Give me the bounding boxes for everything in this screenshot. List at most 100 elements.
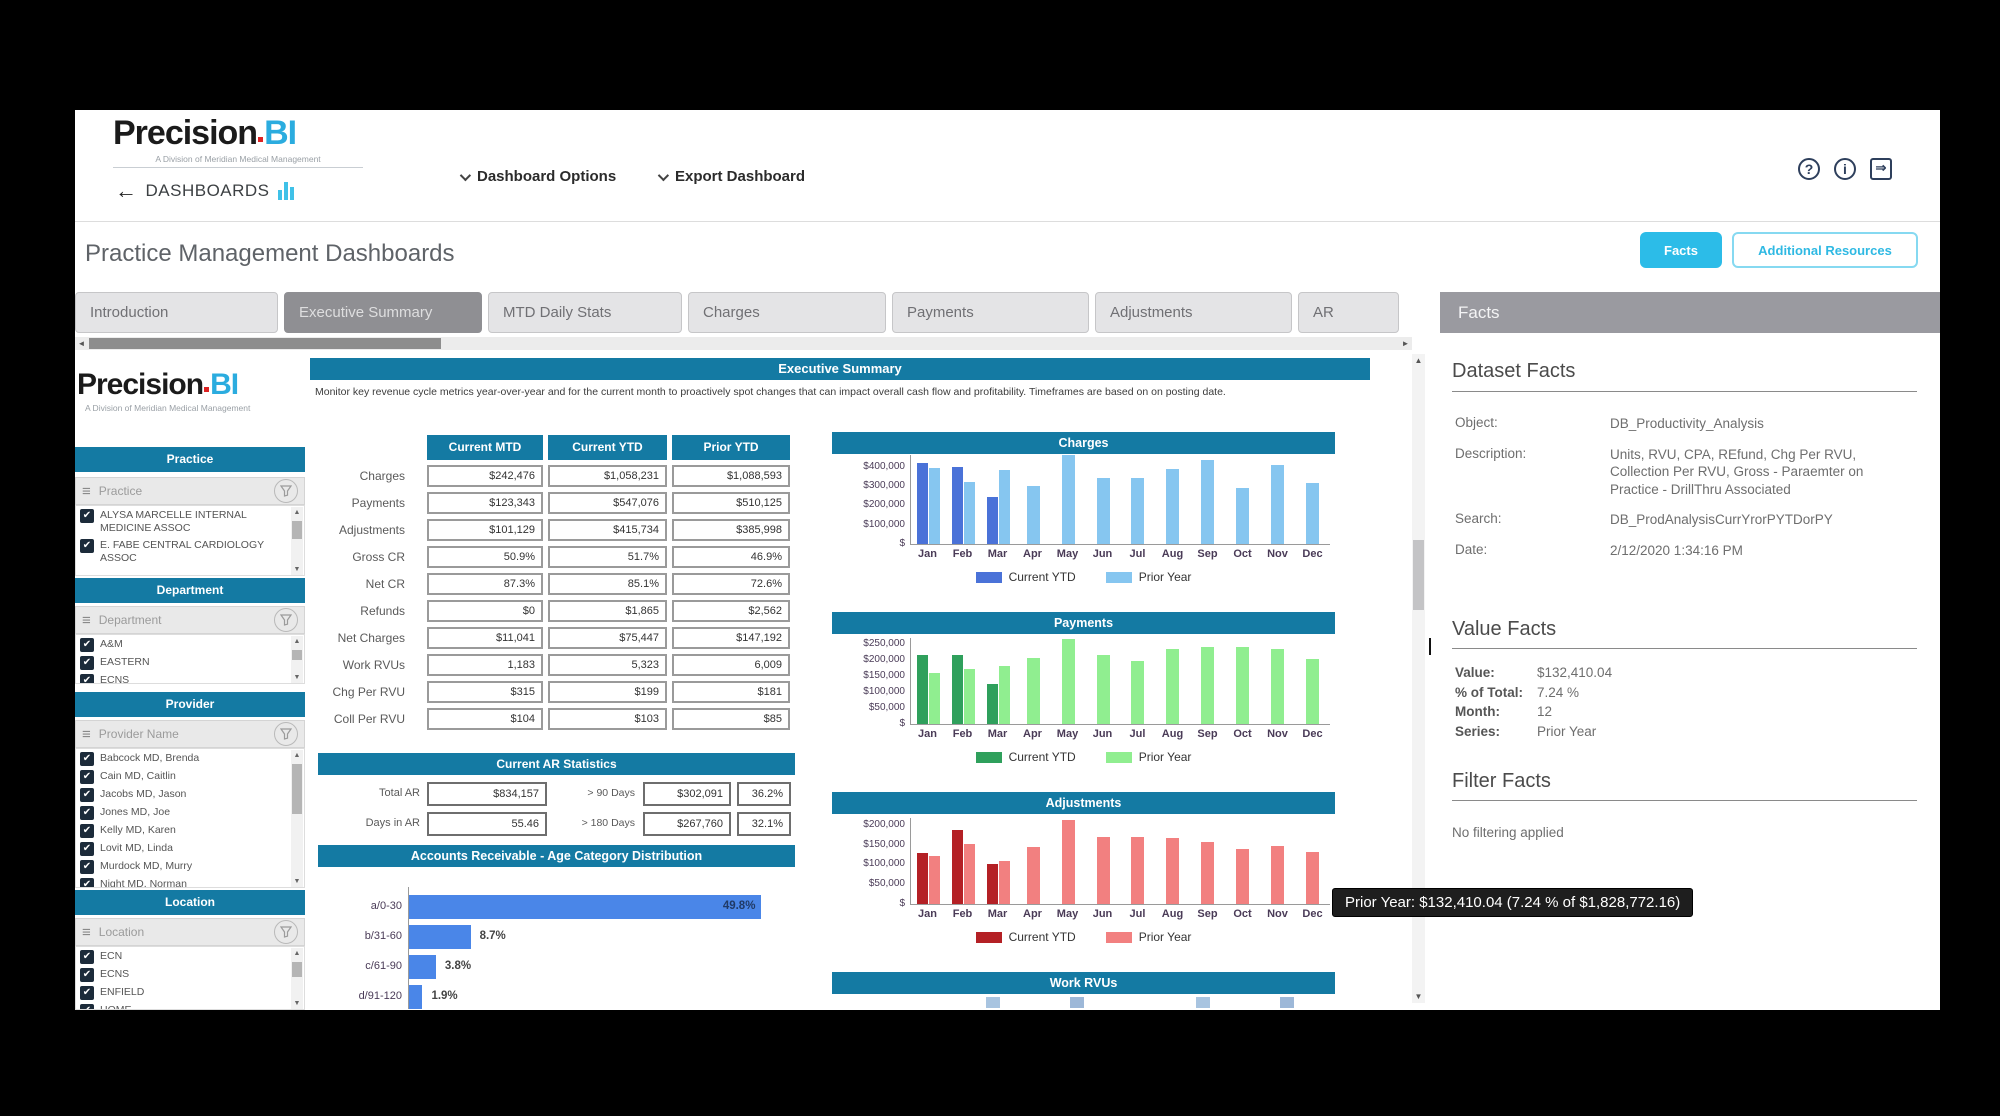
facts-button[interactable]: Facts — [1640, 232, 1722, 268]
checkbox-checked-icon[interactable]: ✔ — [80, 788, 94, 802]
prior-year-bar[interactable] — [1026, 847, 1040, 904]
prior-year-bar[interactable] — [1306, 483, 1320, 544]
list-scrollbar-thumb[interactable] — [292, 521, 302, 540]
tab-mtd-daily-stats[interactable]: MTD Daily Stats — [488, 292, 682, 333]
checkbox-checked-icon[interactable]: ✔ — [80, 824, 94, 838]
prior-year-bar[interactable] — [1131, 478, 1145, 544]
current-ytd-bar[interactable] — [951, 466, 963, 544]
filter-option[interactable]: ✔ ENFIELD — [76, 983, 304, 1001]
filter-search-practice[interactable]: ≡ Practice — [75, 477, 305, 505]
prior-year-bar[interactable] — [1306, 659, 1320, 724]
filter-option[interactable]: ✔ Lovit MD, Linda — [76, 839, 304, 857]
list-scrollbar-thumb[interactable] — [292, 650, 302, 660]
prior-year-bar[interactable] — [1096, 836, 1110, 904]
checkbox-checked-icon[interactable]: ✔ — [80, 752, 94, 766]
scroll-down-icon[interactable]: ▼ — [293, 1000, 301, 1007]
checkbox-checked-icon[interactable]: ✔ — [80, 878, 94, 887]
tab-adjustments[interactable]: Adjustments — [1095, 292, 1292, 333]
filter-option[interactable]: ✔ E. FABE CENTRAL CARDIOLOGY ASSOC — [76, 536, 304, 566]
horizontal-scrollbar-thumb[interactable] — [89, 338, 441, 349]
funnel-filter-icon[interactable] — [274, 920, 298, 944]
current-ytd-bar[interactable] — [986, 864, 998, 904]
ar-aging-bar[interactable] — [409, 925, 471, 949]
checkbox-checked-icon[interactable]: ✔ — [80, 638, 94, 652]
prior-year-bar[interactable] — [1201, 647, 1215, 724]
filter-option[interactable]: ✔ Babcock MD, Brenda — [76, 749, 304, 767]
dashboard-options-menu[interactable]: Dashboard Options — [459, 168, 616, 185]
prior-year-bar[interactable] — [1271, 649, 1285, 724]
prior-year-bar[interactable] — [1061, 819, 1075, 904]
filter-option[interactable]: ✔ ECNS — [76, 965, 304, 983]
filter-search-provider[interactable]: ≡ Provider Name — [75, 720, 305, 748]
export-dashboard-menu[interactable]: Export Dashboard — [657, 168, 805, 185]
prior-year-bar[interactable] — [1131, 661, 1145, 724]
filter-option[interactable]: ✔ ALYSA MARCELLE INTERNAL MEDICINE ASSOC — [76, 506, 304, 536]
filter-option[interactable]: ✔ Night MD, Norman — [76, 875, 304, 887]
checkbox-checked-icon[interactable]: ✔ — [80, 968, 94, 982]
funnel-filter-icon[interactable] — [274, 479, 298, 503]
vertical-scrollbar-thumb[interactable] — [1413, 540, 1424, 610]
scroll-up-icon[interactable]: ▲ — [1414, 356, 1423, 365]
checkbox-checked-icon[interactable]: ✔ — [80, 674, 94, 683]
prior-year-bar[interactable] — [963, 843, 975, 904]
vertical-scrollbar[interactable]: ▲ ▼ — [1412, 354, 1425, 1003]
ar-aging-bar[interactable]: 49.8% — [409, 895, 762, 919]
prior-year-bar[interactable] — [1201, 841, 1215, 904]
prior-year-bar[interactable] — [1236, 848, 1250, 904]
scroll-left-icon[interactable]: ◄ — [77, 339, 86, 348]
prior-year-bar[interactable] — [1306, 851, 1320, 904]
list-scrollbar-thumb[interactable] — [292, 962, 302, 978]
funnel-filter-icon[interactable] — [274, 608, 298, 632]
prior-year-bar[interactable] — [1166, 469, 1180, 544]
scroll-up-icon[interactable]: ▲ — [293, 752, 301, 759]
prior-year-bar[interactable] — [1236, 487, 1250, 544]
filter-option[interactable]: ✔ Kelly MD, Karen — [76, 821, 304, 839]
list-scrollbar[interactable]: ▲ ▼ — [291, 507, 303, 575]
current-ytd-bar[interactable] — [951, 655, 963, 724]
ar-aging-bar[interactable] — [409, 955, 436, 979]
current-ytd-bar[interactable] — [916, 655, 928, 724]
tab-executive-summary[interactable]: Executive Summary — [284, 292, 482, 333]
checkbox-checked-icon[interactable]: ✔ — [80, 509, 94, 523]
current-ytd-bar[interactable] — [986, 684, 998, 724]
prior-year-bar[interactable] — [1131, 836, 1145, 904]
prior-year-bar[interactable] — [1271, 846, 1285, 904]
filter-option[interactable]: ✔ Murdock MD, Murry — [76, 857, 304, 875]
filter-option[interactable]: ✔ Cain MD, Caitlin — [76, 767, 304, 785]
filter-search-department[interactable]: ≡ Department — [75, 606, 305, 634]
prior-year-bar[interactable] — [963, 669, 975, 724]
checkbox-checked-icon[interactable]: ✔ — [80, 656, 94, 670]
prior-year-bar[interactable] — [1061, 639, 1075, 724]
logout-icon[interactable]: ⇒ — [1870, 158, 1892, 180]
current-ytd-bar[interactable] — [916, 853, 928, 904]
list-scrollbar-thumb[interactable] — [292, 764, 302, 814]
filter-option[interactable]: ✔ A&M — [76, 635, 304, 653]
filter-option[interactable]: ✔ Jacobs MD, Jason — [76, 785, 304, 803]
prior-year-bar[interactable] — [928, 672, 940, 724]
checkbox-checked-icon[interactable]: ✔ — [80, 1004, 94, 1009]
scroll-down-icon[interactable]: ▼ — [293, 878, 301, 885]
prior-year-bar[interactable] — [998, 666, 1010, 724]
checkbox-checked-icon[interactable]: ✔ — [80, 842, 94, 856]
prior-year-bar[interactable] — [1201, 459, 1215, 544]
current-ytd-bar[interactable] — [951, 830, 963, 904]
checkbox-checked-icon[interactable]: ✔ — [80, 860, 94, 874]
checkbox-checked-icon[interactable]: ✔ — [80, 539, 94, 553]
funnel-filter-icon[interactable] — [274, 722, 298, 746]
tab-payments[interactable]: Payments — [892, 292, 1089, 333]
prior-year-bar[interactable] — [1061, 454, 1075, 544]
prior-year-bar[interactable] — [928, 467, 940, 544]
checkbox-checked-icon[interactable]: ✔ — [80, 986, 94, 1000]
additional-resources-button[interactable]: Additional Resources — [1732, 232, 1918, 268]
filter-option[interactable]: ✔ ECN — [76, 947, 304, 965]
prior-year-bar[interactable] — [963, 482, 975, 544]
checkbox-checked-icon[interactable]: ✔ — [80, 770, 94, 784]
current-ytd-bar[interactable] — [916, 462, 928, 544]
filter-option[interactable]: ✔ ECNS — [76, 671, 304, 683]
prior-year-bar[interactable] — [1026, 485, 1040, 544]
horizontal-scrollbar[interactable]: ◄ ► — [75, 337, 1412, 350]
scroll-down-icon[interactable]: ▼ — [293, 566, 301, 573]
tab-ar[interactable]: AR — [1298, 292, 1399, 333]
prior-year-bar[interactable] — [998, 470, 1010, 544]
scroll-down-icon[interactable]: ▼ — [293, 674, 301, 681]
